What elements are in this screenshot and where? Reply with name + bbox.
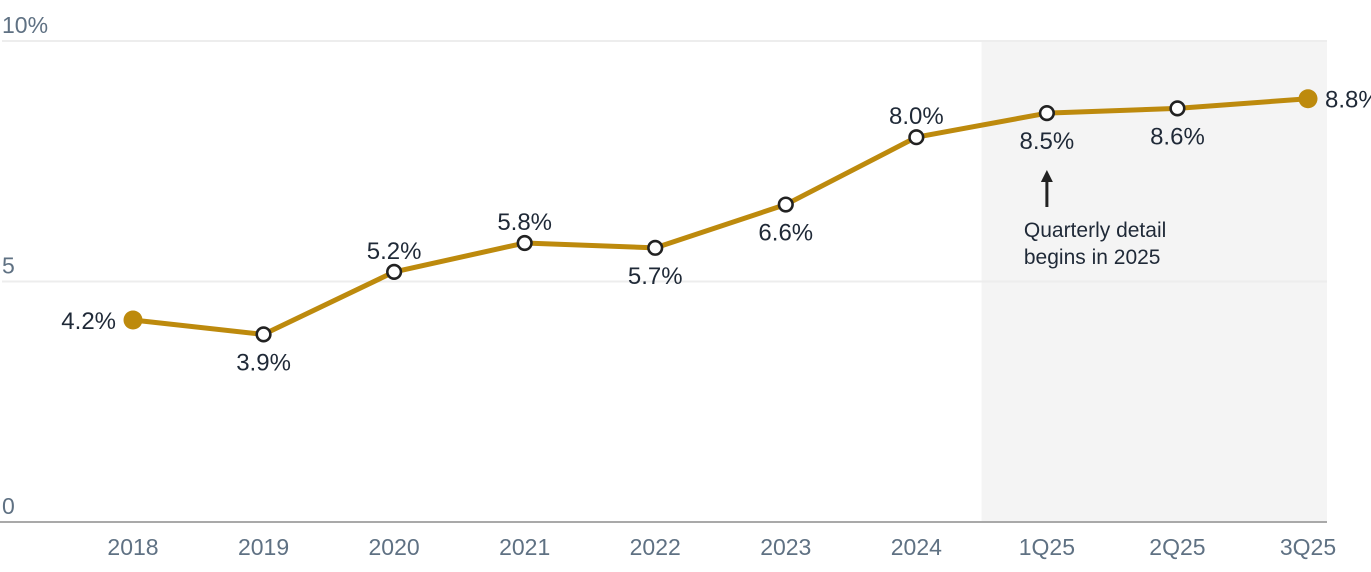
- x-tick-label: 2024: [891, 534, 942, 560]
- x-tick-label: 3Q25: [1280, 534, 1336, 560]
- x-tick-label: 2019: [238, 534, 289, 560]
- data-point-marker: [1169, 100, 1186, 117]
- data-series-line: [130, 96, 1311, 337]
- data-point-marker: [647, 239, 664, 256]
- data-point-label: 4.2%: [61, 308, 116, 335]
- data-point-label: 8.0%: [889, 103, 944, 130]
- data-point-label: 3.9%: [236, 349, 291, 376]
- annotation-arrowhead-icon: [1040, 170, 1053, 182]
- annotation-text-line2: begins in 2025: [1024, 246, 1161, 269]
- y-tick-label: 10%: [2, 12, 48, 38]
- y-tick-label: 0: [2, 493, 15, 519]
- data-point-label: 8.5%: [1020, 128, 1075, 155]
- x-tick-label: 2020: [369, 534, 420, 560]
- data-point-marker: [908, 129, 925, 146]
- data-point-label: 8.8%: [1325, 87, 1371, 114]
- data-point-marker: [777, 196, 794, 213]
- data-point-label: 5.8%: [497, 209, 552, 236]
- data-point-marker: [386, 263, 403, 280]
- x-tick-label: 2023: [760, 534, 811, 560]
- data-point-marker: [123, 310, 143, 330]
- data-point-marker: [255, 326, 272, 343]
- data-point-label: 8.6%: [1150, 123, 1205, 150]
- annotation-text-line1: Quarterly detail: [1024, 219, 1166, 242]
- data-point-marker: [1298, 89, 1318, 109]
- x-tick-label: 1Q25: [1019, 534, 1075, 560]
- data-point-label: 5.7%: [628, 263, 683, 290]
- x-tick-label: 2022: [630, 534, 681, 560]
- data-point-label: 5.2%: [367, 238, 422, 265]
- x-tick-label: 2Q25: [1149, 534, 1205, 560]
- data-point-marker: [1038, 105, 1055, 122]
- data-point-marker: [516, 234, 533, 252]
- x-tick-label: 2018: [107, 534, 158, 560]
- x-tick-label: 2021: [499, 534, 550, 560]
- y-tick-label: 5: [2, 253, 15, 279]
- data-point-label: 6.6%: [758, 220, 813, 247]
